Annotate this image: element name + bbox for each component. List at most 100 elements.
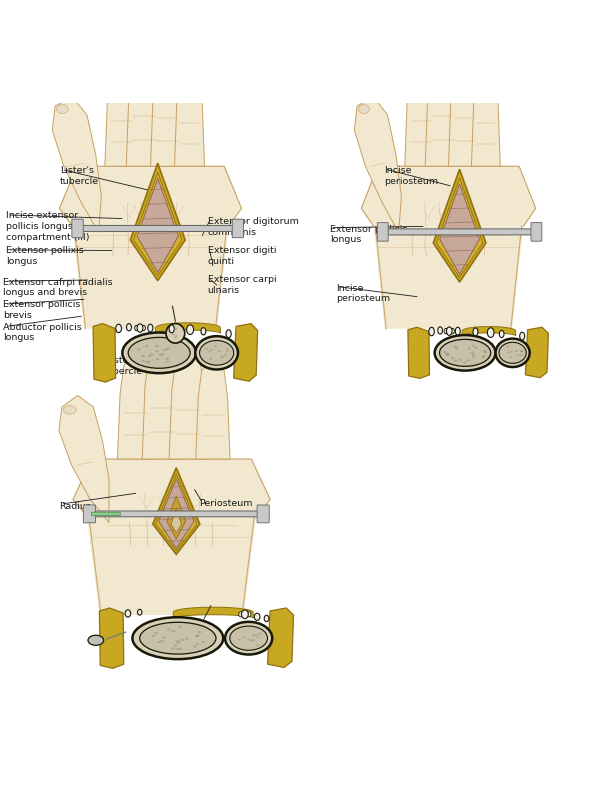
Ellipse shape xyxy=(226,348,229,350)
Ellipse shape xyxy=(226,330,231,338)
Ellipse shape xyxy=(201,642,205,643)
Polygon shape xyxy=(361,166,536,226)
FancyBboxPatch shape xyxy=(82,225,234,231)
Ellipse shape xyxy=(256,637,259,638)
Polygon shape xyxy=(99,608,124,668)
Ellipse shape xyxy=(140,622,216,654)
Ellipse shape xyxy=(226,351,229,352)
Ellipse shape xyxy=(179,648,183,650)
Polygon shape xyxy=(72,226,229,329)
FancyBboxPatch shape xyxy=(83,505,96,523)
Ellipse shape xyxy=(137,609,142,615)
Ellipse shape xyxy=(509,356,512,358)
Ellipse shape xyxy=(507,351,510,353)
Polygon shape xyxy=(425,46,459,166)
Polygon shape xyxy=(159,479,194,549)
Ellipse shape xyxy=(196,634,199,637)
Ellipse shape xyxy=(520,351,523,352)
Ellipse shape xyxy=(155,358,160,360)
Ellipse shape xyxy=(220,356,223,358)
Ellipse shape xyxy=(239,612,243,617)
FancyBboxPatch shape xyxy=(232,219,244,238)
Ellipse shape xyxy=(152,635,155,637)
Ellipse shape xyxy=(471,345,475,347)
Ellipse shape xyxy=(158,354,162,356)
Ellipse shape xyxy=(445,353,449,356)
Ellipse shape xyxy=(230,626,267,650)
Polygon shape xyxy=(52,97,101,233)
Ellipse shape xyxy=(247,612,251,617)
Ellipse shape xyxy=(150,353,154,356)
Polygon shape xyxy=(440,184,479,274)
Ellipse shape xyxy=(160,640,164,642)
Polygon shape xyxy=(175,64,205,166)
Ellipse shape xyxy=(195,336,238,369)
Text: Extensor carpi
ulnaris: Extensor carpi ulnaris xyxy=(208,276,276,295)
Polygon shape xyxy=(471,64,500,166)
Ellipse shape xyxy=(171,647,175,650)
Ellipse shape xyxy=(126,324,131,330)
Ellipse shape xyxy=(483,350,486,352)
Ellipse shape xyxy=(238,639,241,641)
Polygon shape xyxy=(73,459,270,517)
Ellipse shape xyxy=(199,340,234,365)
Ellipse shape xyxy=(515,350,518,351)
Polygon shape xyxy=(267,608,294,667)
Polygon shape xyxy=(60,166,241,226)
Ellipse shape xyxy=(488,328,494,338)
Text: Incise
periosteum: Incise periosteum xyxy=(384,166,438,186)
Ellipse shape xyxy=(175,335,178,337)
Ellipse shape xyxy=(467,360,470,361)
Ellipse shape xyxy=(88,635,104,646)
Ellipse shape xyxy=(247,639,250,641)
Ellipse shape xyxy=(499,343,526,364)
Ellipse shape xyxy=(116,324,122,333)
Polygon shape xyxy=(196,355,230,459)
Ellipse shape xyxy=(264,616,269,621)
Text: Abductor pollicis
longus: Abductor pollicis longus xyxy=(3,322,82,343)
Ellipse shape xyxy=(455,347,459,350)
Ellipse shape xyxy=(256,644,259,646)
Ellipse shape xyxy=(137,348,141,351)
Ellipse shape xyxy=(258,633,262,634)
Text: Periosteum: Periosteum xyxy=(199,499,252,508)
Ellipse shape xyxy=(474,347,478,349)
FancyBboxPatch shape xyxy=(377,223,388,241)
Ellipse shape xyxy=(454,360,458,362)
Ellipse shape xyxy=(169,330,172,332)
Ellipse shape xyxy=(205,348,208,350)
Ellipse shape xyxy=(473,328,478,336)
Ellipse shape xyxy=(166,323,185,343)
Ellipse shape xyxy=(438,327,442,334)
Ellipse shape xyxy=(154,632,158,634)
Polygon shape xyxy=(105,58,138,166)
Text: Extensor pollixis
longus: Extensor pollixis longus xyxy=(6,246,84,266)
Ellipse shape xyxy=(125,610,131,617)
Ellipse shape xyxy=(187,325,194,335)
Ellipse shape xyxy=(155,350,159,352)
Text: Incise
periosteum: Incise periosteum xyxy=(336,284,390,303)
Ellipse shape xyxy=(214,346,217,347)
Ellipse shape xyxy=(195,635,199,638)
Ellipse shape xyxy=(495,339,530,367)
Ellipse shape xyxy=(463,361,467,364)
Ellipse shape xyxy=(454,346,458,347)
Ellipse shape xyxy=(252,639,255,641)
Ellipse shape xyxy=(155,345,159,347)
Polygon shape xyxy=(155,474,197,551)
Ellipse shape xyxy=(166,358,169,360)
Ellipse shape xyxy=(163,349,167,351)
Ellipse shape xyxy=(142,360,146,362)
Polygon shape xyxy=(436,178,483,277)
Ellipse shape xyxy=(172,334,175,335)
Ellipse shape xyxy=(242,637,246,638)
Text: Extensor pollicis
brevis: Extensor pollicis brevis xyxy=(3,301,81,320)
Ellipse shape xyxy=(506,346,509,347)
Ellipse shape xyxy=(358,104,370,114)
Ellipse shape xyxy=(145,345,149,347)
Ellipse shape xyxy=(169,325,175,333)
Ellipse shape xyxy=(163,637,166,638)
Ellipse shape xyxy=(444,329,448,334)
Ellipse shape xyxy=(446,354,450,356)
Ellipse shape xyxy=(57,104,68,114)
